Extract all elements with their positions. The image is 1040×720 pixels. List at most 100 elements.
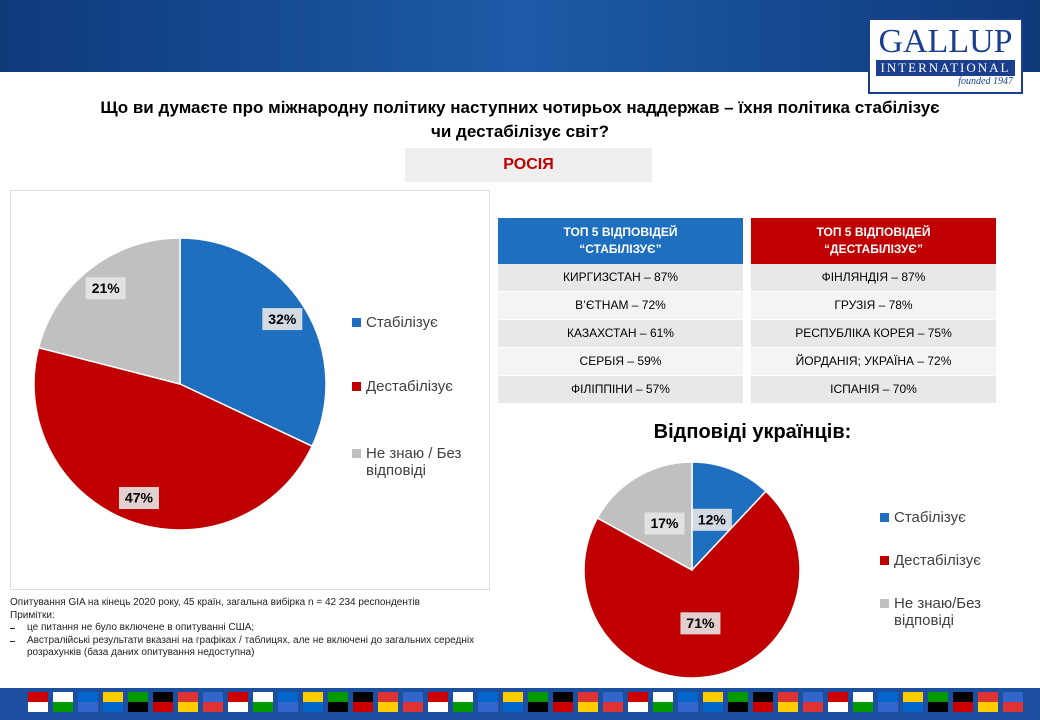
flag	[853, 692, 873, 712]
banner	[0, 0, 1040, 72]
table-row: КИРГИЗСТАН – 87%	[498, 264, 743, 292]
table-row: КАЗАХСТАН – 61%	[498, 320, 743, 348]
table-row: ІСПАНІЯ – 70%	[751, 376, 996, 404]
flag	[278, 692, 298, 712]
legend-label: Стабілізує	[366, 314, 438, 331]
note-text: це питання не було включене в опитуванні…	[27, 622, 255, 633]
legend-item: Не знаю / Без відповіді	[352, 445, 482, 479]
table-body: ФІНЛЯНДІЯ – 87% ГРУЗІЯ – 78% РЕСПУБЛІКА КО…	[751, 264, 996, 404]
legend-swatch	[352, 449, 361, 458]
label-bg	[262, 308, 303, 331]
flag	[478, 692, 498, 712]
logo-founded: founded 1947	[958, 76, 1013, 87]
flag	[628, 692, 648, 712]
header-line: ТОП 5 ВІДПОВІДЕЙ	[816, 225, 931, 239]
table-header: ТОП 5 ВІДПОВІДЕЙ “ДЕСТАБІЛІЗУЄ”	[751, 218, 996, 264]
flag	[728, 692, 748, 712]
flag	[28, 692, 48, 712]
flag	[353, 692, 373, 712]
flag	[778, 692, 798, 712]
data-label: 32%	[268, 311, 297, 327]
label-bg	[691, 508, 732, 531]
flag	[78, 692, 98, 712]
table-row: ГРУЗІЯ – 78%	[751, 292, 996, 320]
flag	[753, 692, 773, 712]
flag	[928, 692, 948, 712]
flag	[603, 692, 623, 712]
flag	[878, 692, 898, 712]
flag	[453, 692, 473, 712]
legend-item: Стабілізує	[352, 314, 482, 331]
flag	[828, 692, 848, 712]
table-row: ЙОРДАНІЯ; УКРАЇНА – 72%	[751, 348, 996, 376]
table-header: ТОП 5 ВІДПОВІДЕЙ “СТАБІЛІЗУЄ”	[498, 218, 743, 264]
legend-swatch	[880, 599, 889, 608]
flag	[503, 692, 523, 712]
flag	[153, 692, 173, 712]
table-row: СЕРБІЯ – 59%	[498, 348, 743, 376]
legend-label: Стабілізує	[894, 509, 966, 526]
flag	[553, 692, 573, 712]
chart-frame	[10, 190, 490, 590]
country: РОСІЯ	[405, 148, 652, 182]
table-row: РЕСПУБЛІКА КОРЕЯ – 75%	[751, 320, 996, 348]
pie-slice	[33, 346, 314, 531]
flag	[703, 692, 723, 712]
data-label: 17%	[650, 515, 679, 531]
flag	[228, 692, 248, 712]
flag	[403, 692, 423, 712]
legend-item: Не знаю/Без відповіді	[880, 595, 1010, 629]
label-bg	[85, 277, 126, 300]
flag-strip	[0, 688, 1040, 720]
note: Австралійські результати вказані на граф…	[10, 635, 490, 660]
legend-label: Не знаю / Без відповіді	[366, 445, 462, 479]
pie-slice	[37, 237, 181, 385]
legend-swatch	[352, 382, 361, 391]
header-line: “СТАБІЛІЗУЄ”	[579, 242, 662, 256]
table-body: КИРГИЗСТАН – 87% В’ЄТНАМ – 72% КАЗАХСТАН –…	[498, 264, 743, 404]
legend-item: Дестабілізує	[352, 378, 482, 395]
table-row: ФІНЛЯНДІЯ – 87%	[751, 264, 996, 292]
flag	[903, 692, 923, 712]
notes-title: Примітки:	[10, 609, 55, 621]
legend-swatch	[352, 318, 361, 327]
flag	[203, 692, 223, 712]
bullet	[10, 628, 15, 629]
legend-item: Дестабілізує	[880, 552, 1010, 569]
table: ТОП 5 ВІДПОВІДЕЙ “ДЕСТАБІЛІЗУЄ” ФІНЛЯНДІЯ …	[751, 218, 996, 404]
legend-swatch	[880, 513, 889, 522]
flag	[803, 692, 823, 712]
flag	[378, 692, 398, 712]
data-label: 21%	[92, 280, 121, 296]
flag	[178, 692, 198, 712]
legend-label: Дестабілізує	[894, 552, 981, 569]
note-text: Австралійські результати вказані на граф…	[27, 634, 475, 659]
logo-name: GALLUP	[878, 23, 1013, 60]
logo: GALLUP INTERNATIONAL founded 1947	[868, 18, 1023, 94]
label-bg	[680, 612, 721, 635]
data-label: 71%	[686, 615, 715, 631]
label-bg	[118, 487, 159, 510]
pie-slice	[179, 237, 327, 448]
table-row: ФІЛІППІНИ – 57%	[498, 376, 743, 404]
flag	[303, 692, 323, 712]
flag	[1003, 692, 1023, 712]
flag	[578, 692, 598, 712]
chart-title: Відповіді українців:	[653, 421, 852, 443]
flag	[528, 692, 548, 712]
flag	[103, 692, 123, 712]
pie-slice	[583, 490, 801, 679]
data-label: 12%	[698, 511, 727, 527]
flag	[128, 692, 148, 712]
flag	[678, 692, 698, 712]
flag	[428, 692, 448, 712]
flag	[53, 692, 73, 712]
header-line: “ДЕСТАБІЛІЗУЄ”	[824, 242, 923, 256]
source: Опитування GIA на кінець 2020 року, 45 к…	[10, 597, 420, 608]
legend-item: Стабілізує	[880, 509, 1010, 526]
label-bg	[644, 512, 685, 535]
data-label: 47%	[125, 490, 154, 506]
logo-sub: INTERNATIONAL	[876, 60, 1015, 76]
flag	[328, 692, 348, 712]
